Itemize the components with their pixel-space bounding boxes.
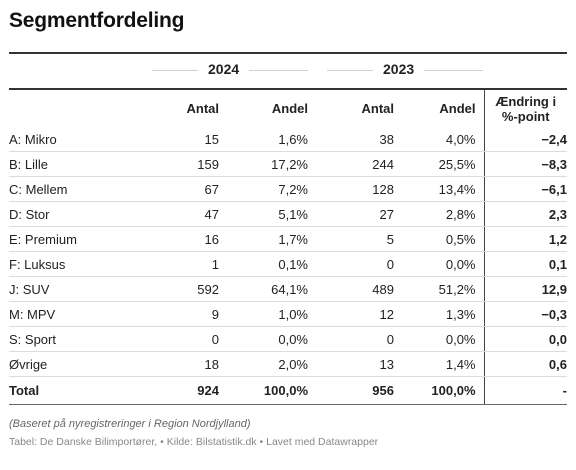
cell-antal-2024: 15 <box>139 127 219 152</box>
table-row: J: SUV 592 64,1% 489 51,2% 12,9 <box>9 276 567 302</box>
column-header-antal-2023: Antal <box>361 101 395 116</box>
column-header-andel-2024: Andel <box>271 101 308 116</box>
cell-antal-2023: 12 <box>308 301 394 327</box>
column-header-row: Antal Andel Antal Andel Ændring i %-point <box>9 90 567 127</box>
cell-andel-2024: 64,1% <box>219 276 308 302</box>
header-divider <box>9 88 567 90</box>
cell-andel-2023: 25,5% <box>394 151 484 177</box>
cell-andel-2024: 17,2% <box>219 151 308 177</box>
footnote: (Baseret på nyregistreringer i Region No… <box>9 418 251 430</box>
column-header-segment <box>9 90 139 127</box>
column-header-andel-2023: Andel <box>439 101 476 116</box>
cell-change: 12,9 <box>483 276 567 302</box>
cell-segment: Total <box>9 376 139 405</box>
cell-segment: D: Stor <box>9 201 139 227</box>
cell-segment: M: MPV <box>9 301 139 327</box>
source-credit: Tabel: De Danske Bilimportører, • Kilde:… <box>9 436 379 448</box>
cell-antal-2023: 489 <box>308 276 394 302</box>
table-row: M: MPV 9 1,0% 12 1,3% −0,3 <box>9 301 567 327</box>
cell-change: −0,3 <box>483 301 567 327</box>
cell-antal-2023: 27 <box>308 201 394 227</box>
cell-change: −8,3 <box>483 151 567 177</box>
cell-segment: A: Mikro <box>9 127 139 152</box>
cell-antal-2023: 38 <box>308 127 394 152</box>
cell-change: −2,4 <box>483 127 567 152</box>
cell-andel-2024: 0,0% <box>219 326 308 352</box>
table-row: D: Stor 47 5,1% 27 2,8% 2,3 <box>9 201 567 227</box>
cell-antal-2024: 159 <box>139 151 219 177</box>
cell-andel-2023: 2,8% <box>394 201 484 227</box>
cell-antal-2024: 47 <box>139 201 219 227</box>
cell-change: 0,0 <box>483 326 567 352</box>
cell-change: 0,1 <box>483 251 567 277</box>
cell-andel-2024: 1,7% <box>219 226 308 252</box>
cell-antal-2024: 9 <box>139 301 219 327</box>
cell-segment: F: Luksus <box>9 251 139 277</box>
column-header-antal-2024: Antal <box>186 101 220 116</box>
total-row: Total 924 100,0% 956 100,0% - <box>9 376 567 405</box>
cell-antal-2024: 18 <box>139 351 219 377</box>
cell-antal-2024: 16 <box>139 226 219 252</box>
table-row: F: Luksus 1 0,1% 0 0,0% 0,1 <box>9 251 567 277</box>
cell-segment: E: Premium <box>9 226 139 252</box>
year-group-2023: 2023 <box>327 54 483 88</box>
cell-andel-2023: 0,5% <box>394 226 484 252</box>
cell-segment: J: SUV <box>9 276 139 302</box>
cell-andel-2023: 13,4% <box>394 176 484 202</box>
cell-antal-2024: 67 <box>139 176 219 202</box>
cell-antal-2024: 924 <box>139 376 219 405</box>
table-container: Segmentfordeling 2024 2023 Antal Andel <box>9 8 569 449</box>
table-row: B: Lille 159 17,2% 244 25,5% −8,3 <box>9 151 567 177</box>
cell-antal-2023: 5 <box>308 226 394 252</box>
cell-antal-2023: 956 <box>308 376 394 405</box>
cell-antal-2023: 13 <box>308 351 394 377</box>
table-row: S: Sport 0 0,0% 0 0,0% 0,0 <box>9 326 567 352</box>
cell-change: −6,1 <box>483 176 567 202</box>
cell-andel-2023: 1,3% <box>394 301 484 327</box>
column-header-change: Ændring i %-point <box>483 90 567 127</box>
cell-segment: C: Mellem <box>9 176 139 202</box>
cell-andel-2024: 2,0% <box>219 351 308 377</box>
year-group-2024: 2024 <box>152 54 308 88</box>
change-header-line2: %-point <box>501 108 550 124</box>
year-label-2024: 2024 <box>198 61 250 77</box>
cell-change: 2,3 <box>483 201 567 227</box>
cell-andel-2023: 0,0% <box>394 251 484 277</box>
cell-andel-2024: 1,0% <box>219 301 308 327</box>
page-title: Segmentfordeling <box>9 9 185 32</box>
cell-segment: S: Sport <box>9 326 139 352</box>
top-divider <box>9 52 567 54</box>
year-label-2023: 2023 <box>373 61 425 77</box>
table-row: E: Premium 16 1,7% 5 0,5% 1,2 <box>9 226 567 252</box>
cell-andel-2024: 5,1% <box>219 201 308 227</box>
cell-andel-2023: 1,4% <box>394 351 484 377</box>
cell-andel-2023: 4,0% <box>394 127 484 152</box>
cell-segment: B: Lille <box>9 151 139 177</box>
segment-table: Antal Andel Antal Andel Ændring i %-point… <box>9 90 567 405</box>
cell-antal-2024: 0 <box>139 326 219 352</box>
cell-antal-2023: 128 <box>308 176 394 202</box>
cell-andel-2023: 51,2% <box>394 276 484 302</box>
table-row: C: Mellem 67 7,2% 128 13,4% −6,1 <box>9 176 567 202</box>
cell-segment: Øvrige <box>9 351 139 377</box>
cell-antal-2023: 244 <box>308 151 394 177</box>
cell-antal-2024: 592 <box>139 276 219 302</box>
cell-antal-2023: 0 <box>308 251 394 277</box>
cell-andel-2024: 1,6% <box>219 127 308 152</box>
table-body: A: Mikro 15 1,6% 38 4,0% −2,4 B: Lille 159 17,2%… <box>9 127 567 405</box>
table-row: Øvrige 18 2,0% 13 1,4% 0,6 <box>9 351 567 377</box>
table-row: A: Mikro 15 1,6% 38 4,0% −2,4 <box>9 127 567 152</box>
cell-andel-2023: 0,0% <box>394 326 484 352</box>
cell-andel-2023: 100,0% <box>394 376 484 405</box>
year-header-row: 2024 2023 <box>9 54 569 88</box>
cell-change: 1,2 <box>483 226 567 252</box>
cell-andel-2024: 7,2% <box>219 176 308 202</box>
cell-change: - <box>483 376 567 405</box>
change-header-line1: Ændring i <box>495 93 557 109</box>
cell-antal-2023: 0 <box>308 326 394 352</box>
cell-andel-2024: 100,0% <box>219 376 308 405</box>
cell-antal-2024: 1 <box>139 251 219 277</box>
cell-andel-2024: 0,1% <box>219 251 308 277</box>
cell-change: 0,6 <box>483 351 567 377</box>
